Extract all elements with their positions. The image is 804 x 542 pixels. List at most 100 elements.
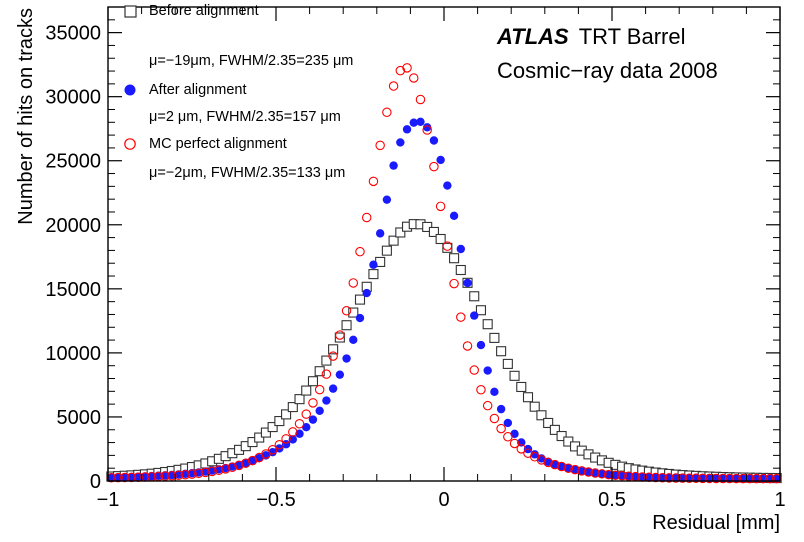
data-point-mc [375, 140, 385, 151]
legend-sublabel-before: μ=−19μm, FWHM/2.35=235 μm [149, 53, 353, 69]
data-point-after [134, 472, 143, 481]
data-point-mc [200, 467, 211, 478]
data-point-after [120, 472, 129, 482]
data-point-after [355, 313, 365, 323]
data-point-before [455, 264, 466, 276]
data-point-mc [731, 473, 742, 484]
dataset-annotation: Cosmic−ray data 2008 [497, 58, 718, 83]
data-point-mc [382, 107, 392, 118]
data-point-mc [469, 365, 479, 375]
data-point-after [483, 366, 492, 375]
data-point-before [341, 320, 352, 331]
data-point-after [705, 473, 714, 483]
data-point-mc [355, 246, 365, 257]
data-point-before [536, 410, 547, 421]
data-point-after [698, 473, 707, 483]
data-point-mc [536, 455, 547, 465]
data-point-mc [657, 472, 668, 483]
data-point-after [738, 473, 748, 483]
data-point-mc [691, 473, 701, 484]
data-point-after [449, 211, 459, 221]
data-point-mc [113, 472, 123, 483]
data-point-before [489, 332, 500, 343]
data-point-mc [577, 466, 587, 476]
data-point-after [107, 473, 116, 482]
data-point-after [671, 473, 681, 482]
data-point-mc [550, 459, 560, 470]
data-point-before [301, 385, 312, 396]
data-point-mc [267, 444, 278, 455]
data-point-before [475, 305, 487, 316]
data-point-mc [308, 398, 318, 408]
data-point-mc [771, 473, 782, 484]
data-point-mc [758, 473, 768, 484]
data-point-mc [106, 473, 117, 483]
data-point-mc [449, 278, 459, 289]
data-point-after [302, 422, 311, 432]
data-point-mc [341, 305, 352, 316]
data-point-mc [684, 473, 695, 483]
data-point-before [529, 401, 540, 412]
x-tick-label: −0.5 [256, 489, 295, 511]
data-point-mc [603, 469, 614, 480]
data-point-mc [765, 473, 775, 484]
data-point-after [328, 384, 338, 393]
data-point-after [396, 138, 405, 147]
data-point-before [543, 417, 554, 429]
data-point-mc [388, 81, 399, 91]
data-point-before [281, 409, 292, 420]
data-point-mc [751, 473, 762, 484]
data-point-after [725, 473, 734, 483]
legend-marker-mc [124, 138, 136, 150]
data-point-before [348, 307, 359, 318]
data-point-after [470, 311, 479, 320]
data-point-before [314, 366, 325, 377]
data-point-mc [704, 473, 715, 484]
data-point-mc [422, 125, 432, 135]
data-point-before [502, 358, 513, 369]
data-point-mc [214, 465, 224, 475]
data-point-after [644, 472, 654, 482]
data-point-mc [368, 176, 379, 187]
data-point-mc [503, 432, 513, 442]
data-point-after [416, 117, 425, 126]
y-tick-label: 10000 [45, 343, 101, 365]
data-point-after [503, 418, 513, 428]
data-point-after [382, 195, 392, 204]
x-tick-label: 0 [438, 489, 449, 511]
data-point-after [429, 136, 439, 145]
data-point-mc [328, 351, 338, 361]
data-point-mc [167, 470, 177, 481]
data-point-mc [677, 473, 688, 483]
data-point-after [664, 473, 674, 482]
data-point-mc [207, 466, 217, 477]
data-point-before [522, 392, 534, 403]
data-point-mc [281, 434, 291, 444]
data-point-mc [261, 449, 271, 459]
axis-ticks [107, 7, 781, 482]
data-point-after [436, 155, 445, 165]
data-point-mc [496, 423, 506, 434]
data-point-mc [274, 439, 285, 450]
data-point-mc [462, 341, 473, 351]
data-point-after [685, 473, 694, 482]
data-point-after [624, 471, 633, 481]
data-point-mc [301, 409, 311, 419]
y-tick-label: 5000 [57, 407, 102, 429]
data-point-mc [361, 212, 372, 223]
data-point-mc [409, 73, 419, 83]
data-point-mc [187, 469, 197, 479]
data-point-before [328, 344, 339, 355]
data-point-before [482, 319, 493, 330]
data-point-mc [348, 278, 359, 288]
data-point-before [274, 415, 285, 427]
data-point-before [260, 427, 271, 438]
data-point-before [469, 291, 480, 302]
data-point-mc [294, 418, 305, 429]
data-point-mc [456, 312, 466, 322]
trt-barrel-label: TRT Barrel [579, 24, 686, 49]
data-point-mc [563, 463, 574, 473]
data-point-mc [402, 63, 412, 73]
x-tick-label: 1 [774, 489, 785, 511]
